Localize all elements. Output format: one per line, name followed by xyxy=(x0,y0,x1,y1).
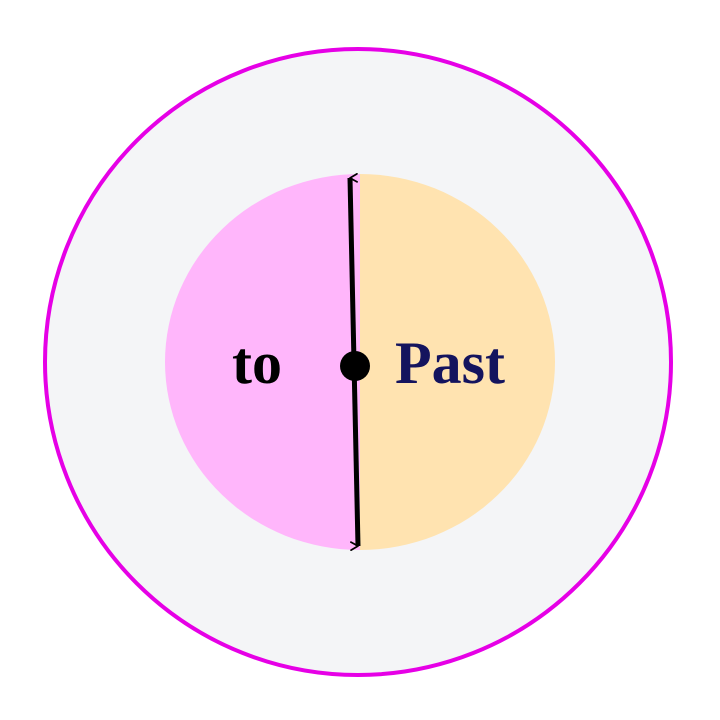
right-half-past xyxy=(360,174,555,550)
past-label: Past xyxy=(395,330,505,396)
to-label: to xyxy=(232,330,282,396)
center-dot xyxy=(340,351,370,381)
left-half-to xyxy=(165,174,360,550)
